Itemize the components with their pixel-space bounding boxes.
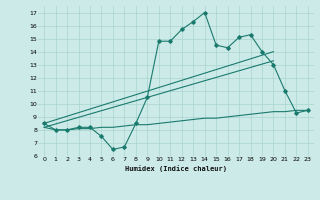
X-axis label: Humidex (Indice chaleur): Humidex (Indice chaleur) xyxy=(125,165,227,172)
